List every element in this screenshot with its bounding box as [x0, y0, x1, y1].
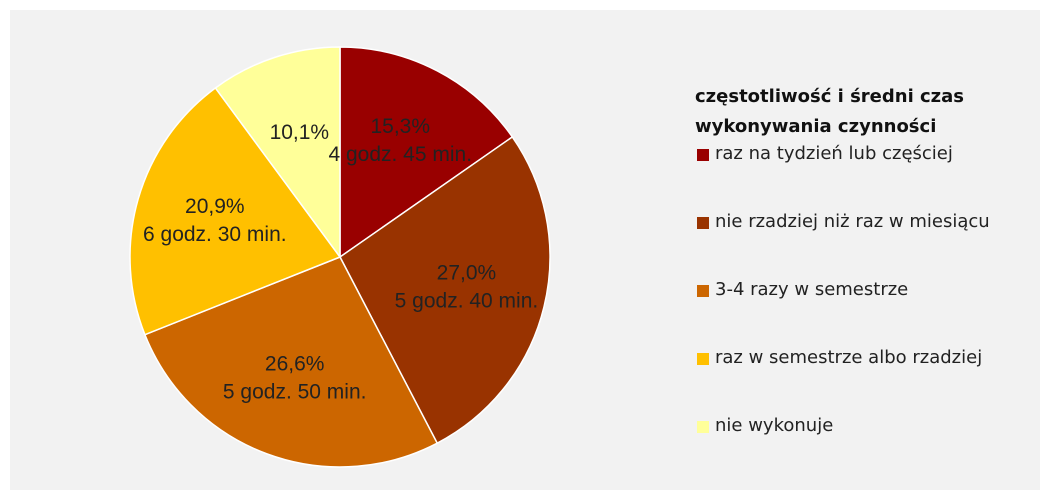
- pie-slice: [214, 46, 341, 260]
- legend-entry: nie rzadziej niż raz w miesiącu: [695, 207, 1005, 275]
- legend-swatch: [697, 285, 709, 297]
- legend-label: nie wykonuje: [715, 415, 834, 436]
- legend-entry: raz na tydzień lub częściej: [695, 139, 1005, 207]
- data-label: 15,3%: [370, 115, 430, 138]
- annotation: 5 godz. 40 min.: [395, 290, 539, 313]
- pie-slice: [339, 135, 551, 445]
- annotation: 4 godz. 45 min.: [328, 143, 472, 166]
- pie-slice: [143, 256, 439, 468]
- annotation: 6 godz. 30 min.: [143, 223, 287, 246]
- legend-entry: raz w semestrze albo rzadziej: [695, 343, 1005, 411]
- legend-swatch: [697, 217, 709, 229]
- legend-label: raz w semestrze albo rzadziej: [715, 347, 983, 368]
- legend: częstotliwość i średni czas wykonywania …: [695, 82, 1015, 479]
- legend-swatch: [697, 421, 709, 433]
- pie-slice: [339, 46, 514, 259]
- legend-entry: nie wykonuje: [695, 411, 1005, 479]
- annotation: 5 godz. 50 min.: [223, 381, 367, 404]
- legend-label: 3-4 razy w semestrze: [715, 279, 909, 300]
- data-label: 27,0%: [437, 262, 497, 285]
- pie-slice: [129, 86, 342, 336]
- legend-label: nie rzadziej niż raz w miesiącu: [715, 211, 990, 232]
- legend-swatch: [697, 149, 709, 161]
- legend-label: raz na tydzień lub częściej: [715, 143, 953, 164]
- legend-entry: 3-4 razy w semestrze: [695, 275, 1005, 343]
- legend-title: częstotliwość i średni czas wykonywania …: [695, 86, 965, 137]
- data-label: 10,1%: [270, 121, 330, 144]
- legend-swatch: [697, 353, 709, 365]
- data-label: 26,6%: [265, 353, 325, 376]
- data-label: 20,9%: [185, 195, 245, 218]
